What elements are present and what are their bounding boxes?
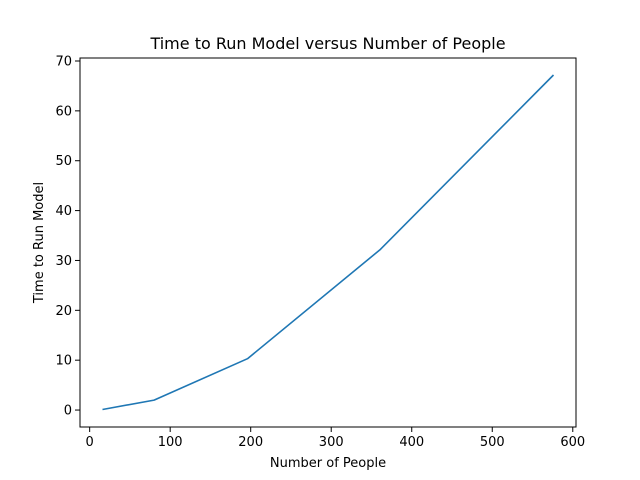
x-axis: 0 100 200 300 400 500 600 (86, 427, 585, 450)
y-axis-label: Time to Run Model (32, 182, 47, 304)
y-tick-label: 70 (55, 54, 72, 69)
y-tick-label: 50 (55, 154, 72, 169)
plot-area: 0 100 200 300 400 500 600 0 10 20 30 40 50 60 70 (55, 54, 585, 450)
x-tick-label: 600 (560, 435, 585, 450)
chart-title: Time to Run Model versus Number of Peopl… (149, 34, 505, 53)
plot-frame (79, 57, 577, 428)
x-tick-label: 300 (319, 435, 344, 450)
x-tick-label: 100 (158, 435, 183, 450)
x-tick-label: 400 (399, 435, 424, 450)
y-tick-label: 40 (55, 204, 72, 219)
y-axis: 0 10 20 30 40 50 60 70 (55, 54, 80, 419)
y-tick-label: 60 (55, 104, 72, 119)
x-axis-label: Number of People (270, 456, 386, 471)
x-tick-label: 500 (480, 435, 505, 450)
x-tick-label: 0 (86, 435, 94, 450)
x-tick-label: 200 (238, 435, 263, 450)
y-tick-label: 10 (55, 354, 72, 369)
y-tick-label: 20 (55, 304, 72, 319)
y-tick-label: 0 (64, 404, 72, 419)
series-line (102, 74, 555, 411)
series-layer (102, 74, 555, 411)
y-tick-label: 30 (55, 254, 72, 269)
